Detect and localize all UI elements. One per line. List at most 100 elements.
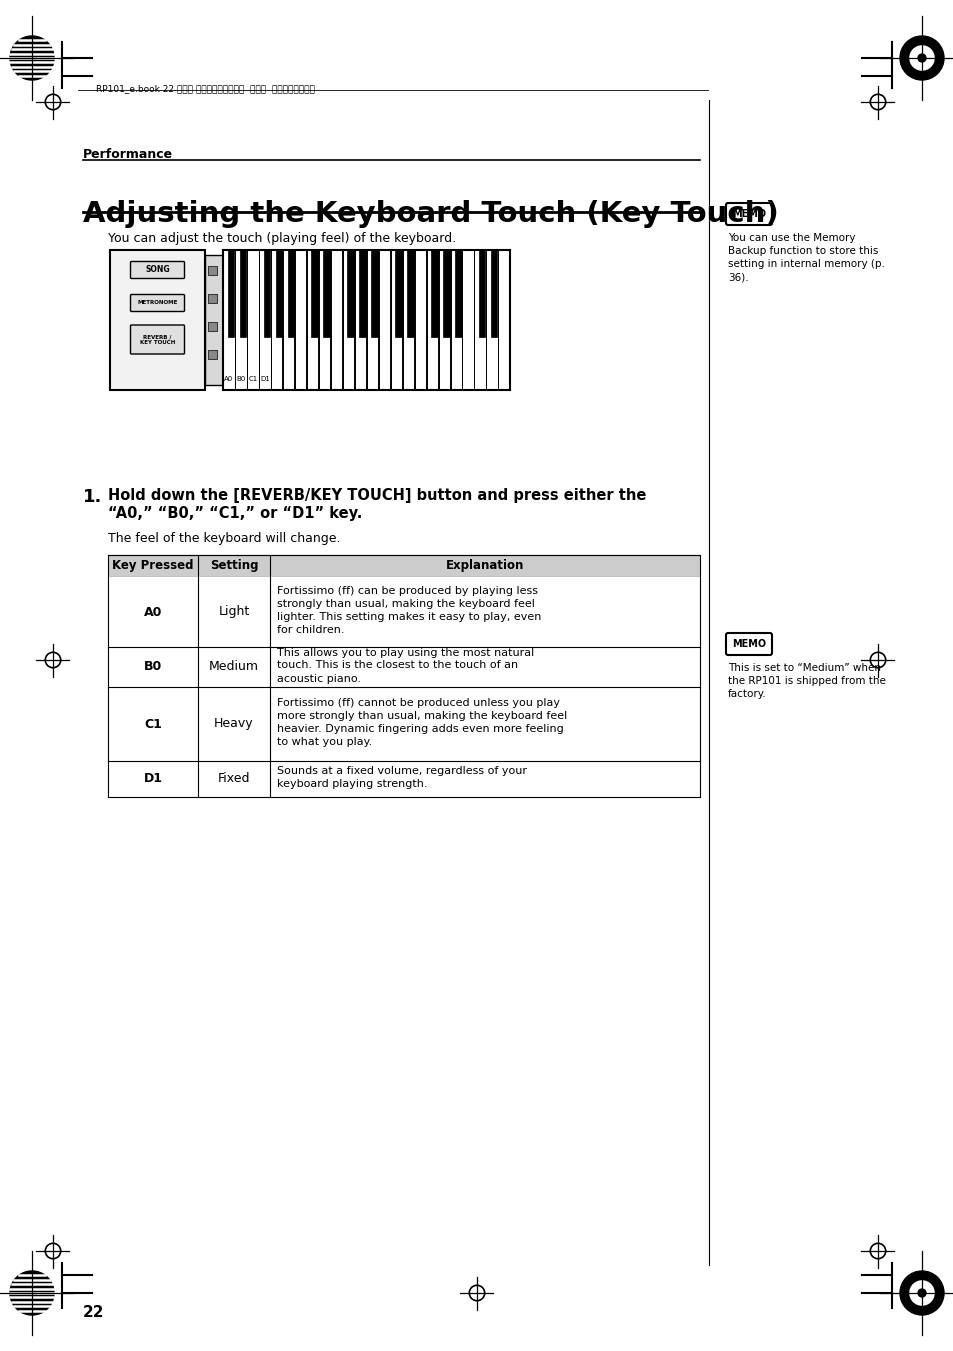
Bar	[235, 250, 247, 390]
Text: MEMO: MEMO	[731, 209, 765, 219]
Bar	[247, 250, 258, 390]
Circle shape	[917, 1289, 925, 1297]
Circle shape	[917, 54, 925, 62]
Bar	[442, 250, 449, 336]
Text: Light: Light	[218, 605, 250, 619]
Bar	[331, 250, 342, 390]
FancyBboxPatch shape	[131, 326, 184, 354]
Bar	[275, 250, 282, 336]
Bar	[208, 295, 216, 303]
Text: You can adjust the touch (playing feel) of the keyboard.: You can adjust the touch (playing feel) …	[108, 232, 456, 245]
Text: METRONOME: METRONOME	[137, 300, 177, 305]
Text: You can use the Memory: You can use the Memory	[727, 232, 855, 243]
Bar	[426, 250, 437, 390]
Bar	[490, 250, 497, 336]
Bar	[208, 350, 216, 359]
Text: RP101_e.book 22 ページ ２００７年４月４日  水曜日  午前１１時５０分: RP101_e.book 22 ページ ２００７年４月４日 水曜日 午前１１時５…	[96, 84, 314, 93]
FancyBboxPatch shape	[131, 262, 184, 278]
Text: to what you play.: to what you play.	[276, 738, 372, 747]
Text: for children.: for children.	[276, 626, 344, 635]
Text: C1: C1	[248, 376, 257, 382]
Text: Explanation: Explanation	[445, 559, 523, 573]
Bar	[486, 250, 497, 390]
Bar	[311, 250, 317, 336]
Bar	[283, 250, 294, 390]
Bar	[455, 250, 461, 336]
Text: B0: B0	[236, 376, 245, 382]
Text: MEMO: MEMO	[731, 639, 765, 648]
Text: strongly than usual, making the keyboard feel: strongly than usual, making the keyboard…	[276, 598, 535, 609]
Text: C1: C1	[144, 717, 162, 731]
Bar	[478, 250, 485, 336]
Text: Setting: Setting	[210, 559, 258, 573]
Circle shape	[909, 46, 933, 70]
Text: Performance: Performance	[83, 149, 172, 161]
Bar	[402, 250, 414, 390]
Bar	[415, 250, 426, 390]
FancyBboxPatch shape	[131, 295, 184, 312]
Bar	[431, 250, 437, 336]
Bar	[307, 250, 318, 390]
Text: keyboard playing strength.: keyboard playing strength.	[276, 780, 427, 789]
Bar	[318, 250, 330, 390]
Text: Key Pressed: Key Pressed	[112, 559, 193, 573]
Text: B0: B0	[144, 661, 162, 674]
FancyBboxPatch shape	[725, 634, 771, 655]
Bar	[228, 250, 234, 336]
Bar	[259, 250, 271, 390]
Text: SONG: SONG	[145, 266, 170, 274]
Text: touch. This is the closest to the touch of an: touch. This is the closest to the touch …	[276, 661, 517, 670]
Bar	[108, 761, 700, 797]
Bar	[371, 250, 377, 336]
Text: D1: D1	[260, 376, 270, 382]
Circle shape	[899, 1271, 943, 1315]
Bar	[497, 250, 509, 390]
FancyBboxPatch shape	[725, 203, 771, 226]
Text: setting in internal memory (p.: setting in internal memory (p.	[727, 259, 884, 269]
Text: acoustic piano.: acoustic piano.	[276, 674, 360, 684]
Text: Sounds at a fixed volume, regardless of your: Sounds at a fixed volume, regardless of …	[276, 766, 526, 775]
Text: Adjusting the Keyboard Touch (Key Touch): Adjusting the Keyboard Touch (Key Touch)	[83, 200, 778, 228]
Bar	[378, 250, 390, 390]
Bar	[208, 266, 216, 276]
Bar	[271, 250, 282, 390]
Text: A0: A0	[144, 605, 162, 619]
Text: Fortissimo (ff) can be produced by playing less: Fortissimo (ff) can be produced by playi…	[276, 586, 537, 596]
Text: This allows you to play using the most natural: This allows you to play using the most n…	[276, 647, 534, 658]
Bar	[395, 250, 401, 336]
Circle shape	[899, 36, 943, 80]
Text: “A0,” “B0,” “C1,” or “D1” key.: “A0,” “B0,” “C1,” or “D1” key.	[108, 507, 362, 521]
Bar	[438, 250, 450, 390]
Text: the RP101 is shipped from the: the RP101 is shipped from the	[727, 676, 885, 686]
Bar	[263, 250, 270, 336]
Bar	[462, 250, 474, 390]
Bar	[391, 250, 401, 390]
Bar	[205, 255, 223, 385]
Text: 36).: 36).	[727, 272, 748, 282]
Text: The feel of the keyboard will change.: The feel of the keyboard will change.	[108, 532, 340, 544]
Bar	[355, 250, 366, 390]
Text: A0: A0	[224, 376, 233, 382]
Text: Backup function to store this: Backup function to store this	[727, 246, 878, 255]
Text: Fixed: Fixed	[217, 773, 250, 785]
Polygon shape	[10, 36, 54, 80]
Bar	[287, 250, 294, 336]
Bar	[110, 250, 205, 390]
Bar	[347, 250, 354, 336]
Bar	[366, 250, 377, 390]
Text: heavier. Dynamic fingering adds even more feeling: heavier. Dynamic fingering adds even mor…	[276, 724, 563, 734]
Bar	[342, 250, 354, 390]
Text: Heavy: Heavy	[214, 717, 253, 731]
Bar	[108, 577, 700, 647]
Text: This is set to “Medium” when: This is set to “Medium” when	[727, 663, 880, 673]
Bar	[323, 250, 330, 336]
Bar	[239, 250, 246, 336]
Text: more strongly than usual, making the keyboard feel: more strongly than usual, making the key…	[276, 711, 567, 721]
Bar	[294, 250, 306, 390]
Bar	[450, 250, 461, 390]
Text: lighter. This setting makes it easy to play, even: lighter. This setting makes it easy to p…	[276, 612, 540, 621]
Text: REVERB /
KEY TOUCH: REVERB / KEY TOUCH	[140, 334, 175, 345]
Text: D1: D1	[143, 773, 162, 785]
Bar	[359, 250, 365, 336]
Text: factory.: factory.	[727, 689, 766, 698]
